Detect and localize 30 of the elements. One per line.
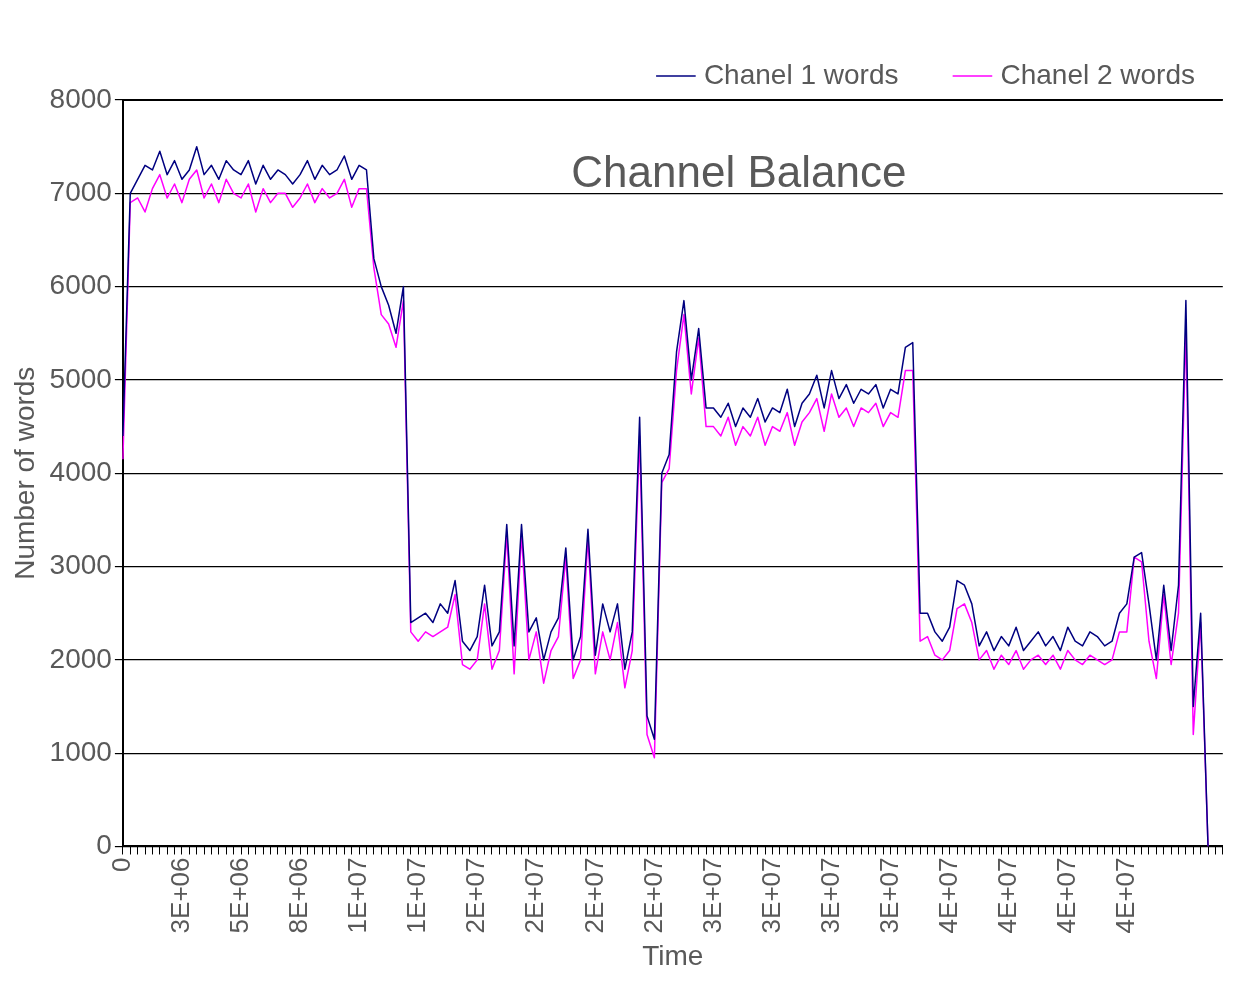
legend-label: Chanel 1 words bbox=[703, 58, 899, 90]
y-axis-title: Number of words bbox=[8, 366, 40, 580]
x-tick-label: 3E+07 bbox=[755, 857, 786, 934]
legend-label: Chanel 2 words bbox=[1000, 58, 1196, 90]
y-tick-label: 5000 bbox=[49, 362, 112, 394]
x-tick-label: 3E+07 bbox=[696, 857, 727, 934]
x-tick-label: 2E+07 bbox=[578, 857, 609, 934]
x-tick-label: 3E+06 bbox=[165, 857, 196, 934]
y-tick-label: 8000 bbox=[49, 82, 112, 114]
x-tick-label: 1E+07 bbox=[401, 857, 432, 934]
x-tick-label: 8E+06 bbox=[283, 857, 314, 934]
x-tick-label: 3E+07 bbox=[873, 857, 904, 934]
x-tick-label: 3E+07 bbox=[814, 857, 845, 934]
y-tick-label: 3000 bbox=[49, 549, 112, 581]
x-axis-title: Time bbox=[642, 939, 704, 971]
y-tick-label: 2000 bbox=[49, 642, 112, 674]
x-tick-label: 2E+07 bbox=[637, 857, 668, 934]
y-tick-label: 1000 bbox=[49, 735, 112, 767]
x-tick-label: 4E+07 bbox=[932, 857, 963, 934]
x-tick-label: 5E+06 bbox=[224, 857, 255, 934]
y-tick-label: 7000 bbox=[49, 176, 112, 208]
x-tick-label: 1E+07 bbox=[342, 857, 373, 934]
x-tick-label: 2E+07 bbox=[519, 857, 550, 934]
x-tick-label: 2E+07 bbox=[460, 857, 491, 934]
y-tick-label: 4000 bbox=[49, 455, 112, 487]
x-tick-label: 4E+07 bbox=[1110, 857, 1141, 934]
y-tick-label: 6000 bbox=[49, 269, 112, 301]
x-tick-label: 4E+07 bbox=[1050, 857, 1081, 934]
text: Channel Balance bbox=[571, 146, 907, 196]
x-tick-label: 4E+07 bbox=[991, 857, 1022, 934]
